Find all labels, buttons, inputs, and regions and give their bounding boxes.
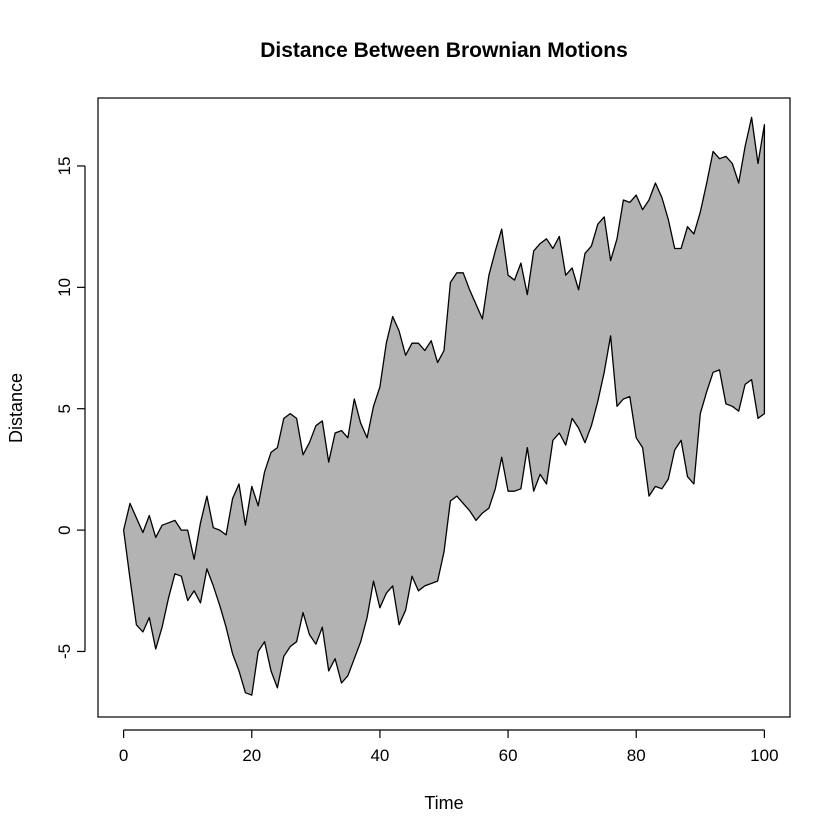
x-axis: 0 20 40 60 80 100: [119, 729, 779, 765]
band-layer: [122, 116, 766, 696]
chart-title: Distance Between Brownian Motions: [260, 39, 628, 62]
y-tick-label: 5: [55, 404, 74, 413]
x-tick-label: 60: [499, 746, 518, 765]
y-tick-label: -5: [55, 644, 74, 659]
y-tick-label: 15: [55, 157, 74, 176]
x-tick-label: 80: [627, 746, 646, 765]
y-axis: -5 0 5 10 15: [55, 157, 86, 659]
x-tick-label: 0: [119, 746, 128, 765]
distance-band: [122, 116, 766, 696]
plot-frame: [97, 97, 791, 718]
x-axis-label: Time: [424, 793, 463, 813]
y-axis-label: Distance: [6, 373, 26, 443]
y-tick-label: 10: [55, 278, 74, 297]
x-tick-label: 20: [242, 746, 261, 765]
x-tick-label: 100: [750, 746, 778, 765]
y-tick-label: 0: [55, 525, 74, 534]
x-tick-label: 40: [370, 746, 389, 765]
